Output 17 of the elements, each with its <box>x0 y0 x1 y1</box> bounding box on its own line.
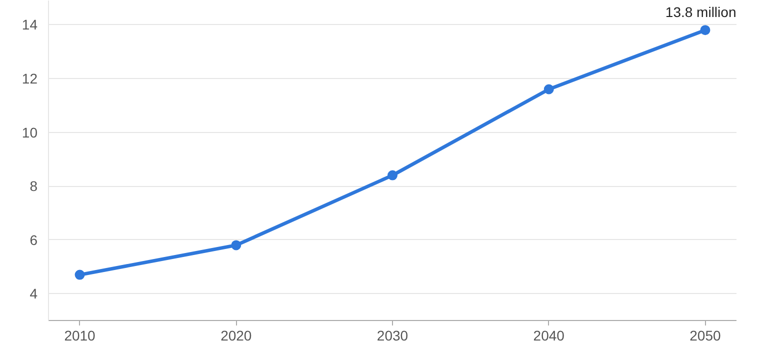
x-tick-label: 2030 <box>376 328 408 344</box>
y-tick-label: 4 <box>30 286 38 302</box>
point <box>74 270 85 280</box>
y-tick-label: 14 <box>22 16 38 33</box>
point <box>700 25 710 36</box>
y-tick-label: 6 <box>30 232 38 248</box>
point <box>231 240 242 250</box>
x-tick-label: 2050 <box>690 328 722 344</box>
y-tick-label: 10 <box>22 124 38 140</box>
annotation: 13.8 million <box>665 4 736 20</box>
y-tick-label: 12 <box>22 70 38 86</box>
point <box>388 170 398 180</box>
x-tick-label: 2040 <box>533 328 565 344</box>
x-tick-label: 2010 <box>64 328 96 344</box>
point <box>544 84 554 94</box>
y-tick-label: 8 <box>30 178 38 194</box>
x-tick-label: 2020 <box>220 328 252 344</box>
